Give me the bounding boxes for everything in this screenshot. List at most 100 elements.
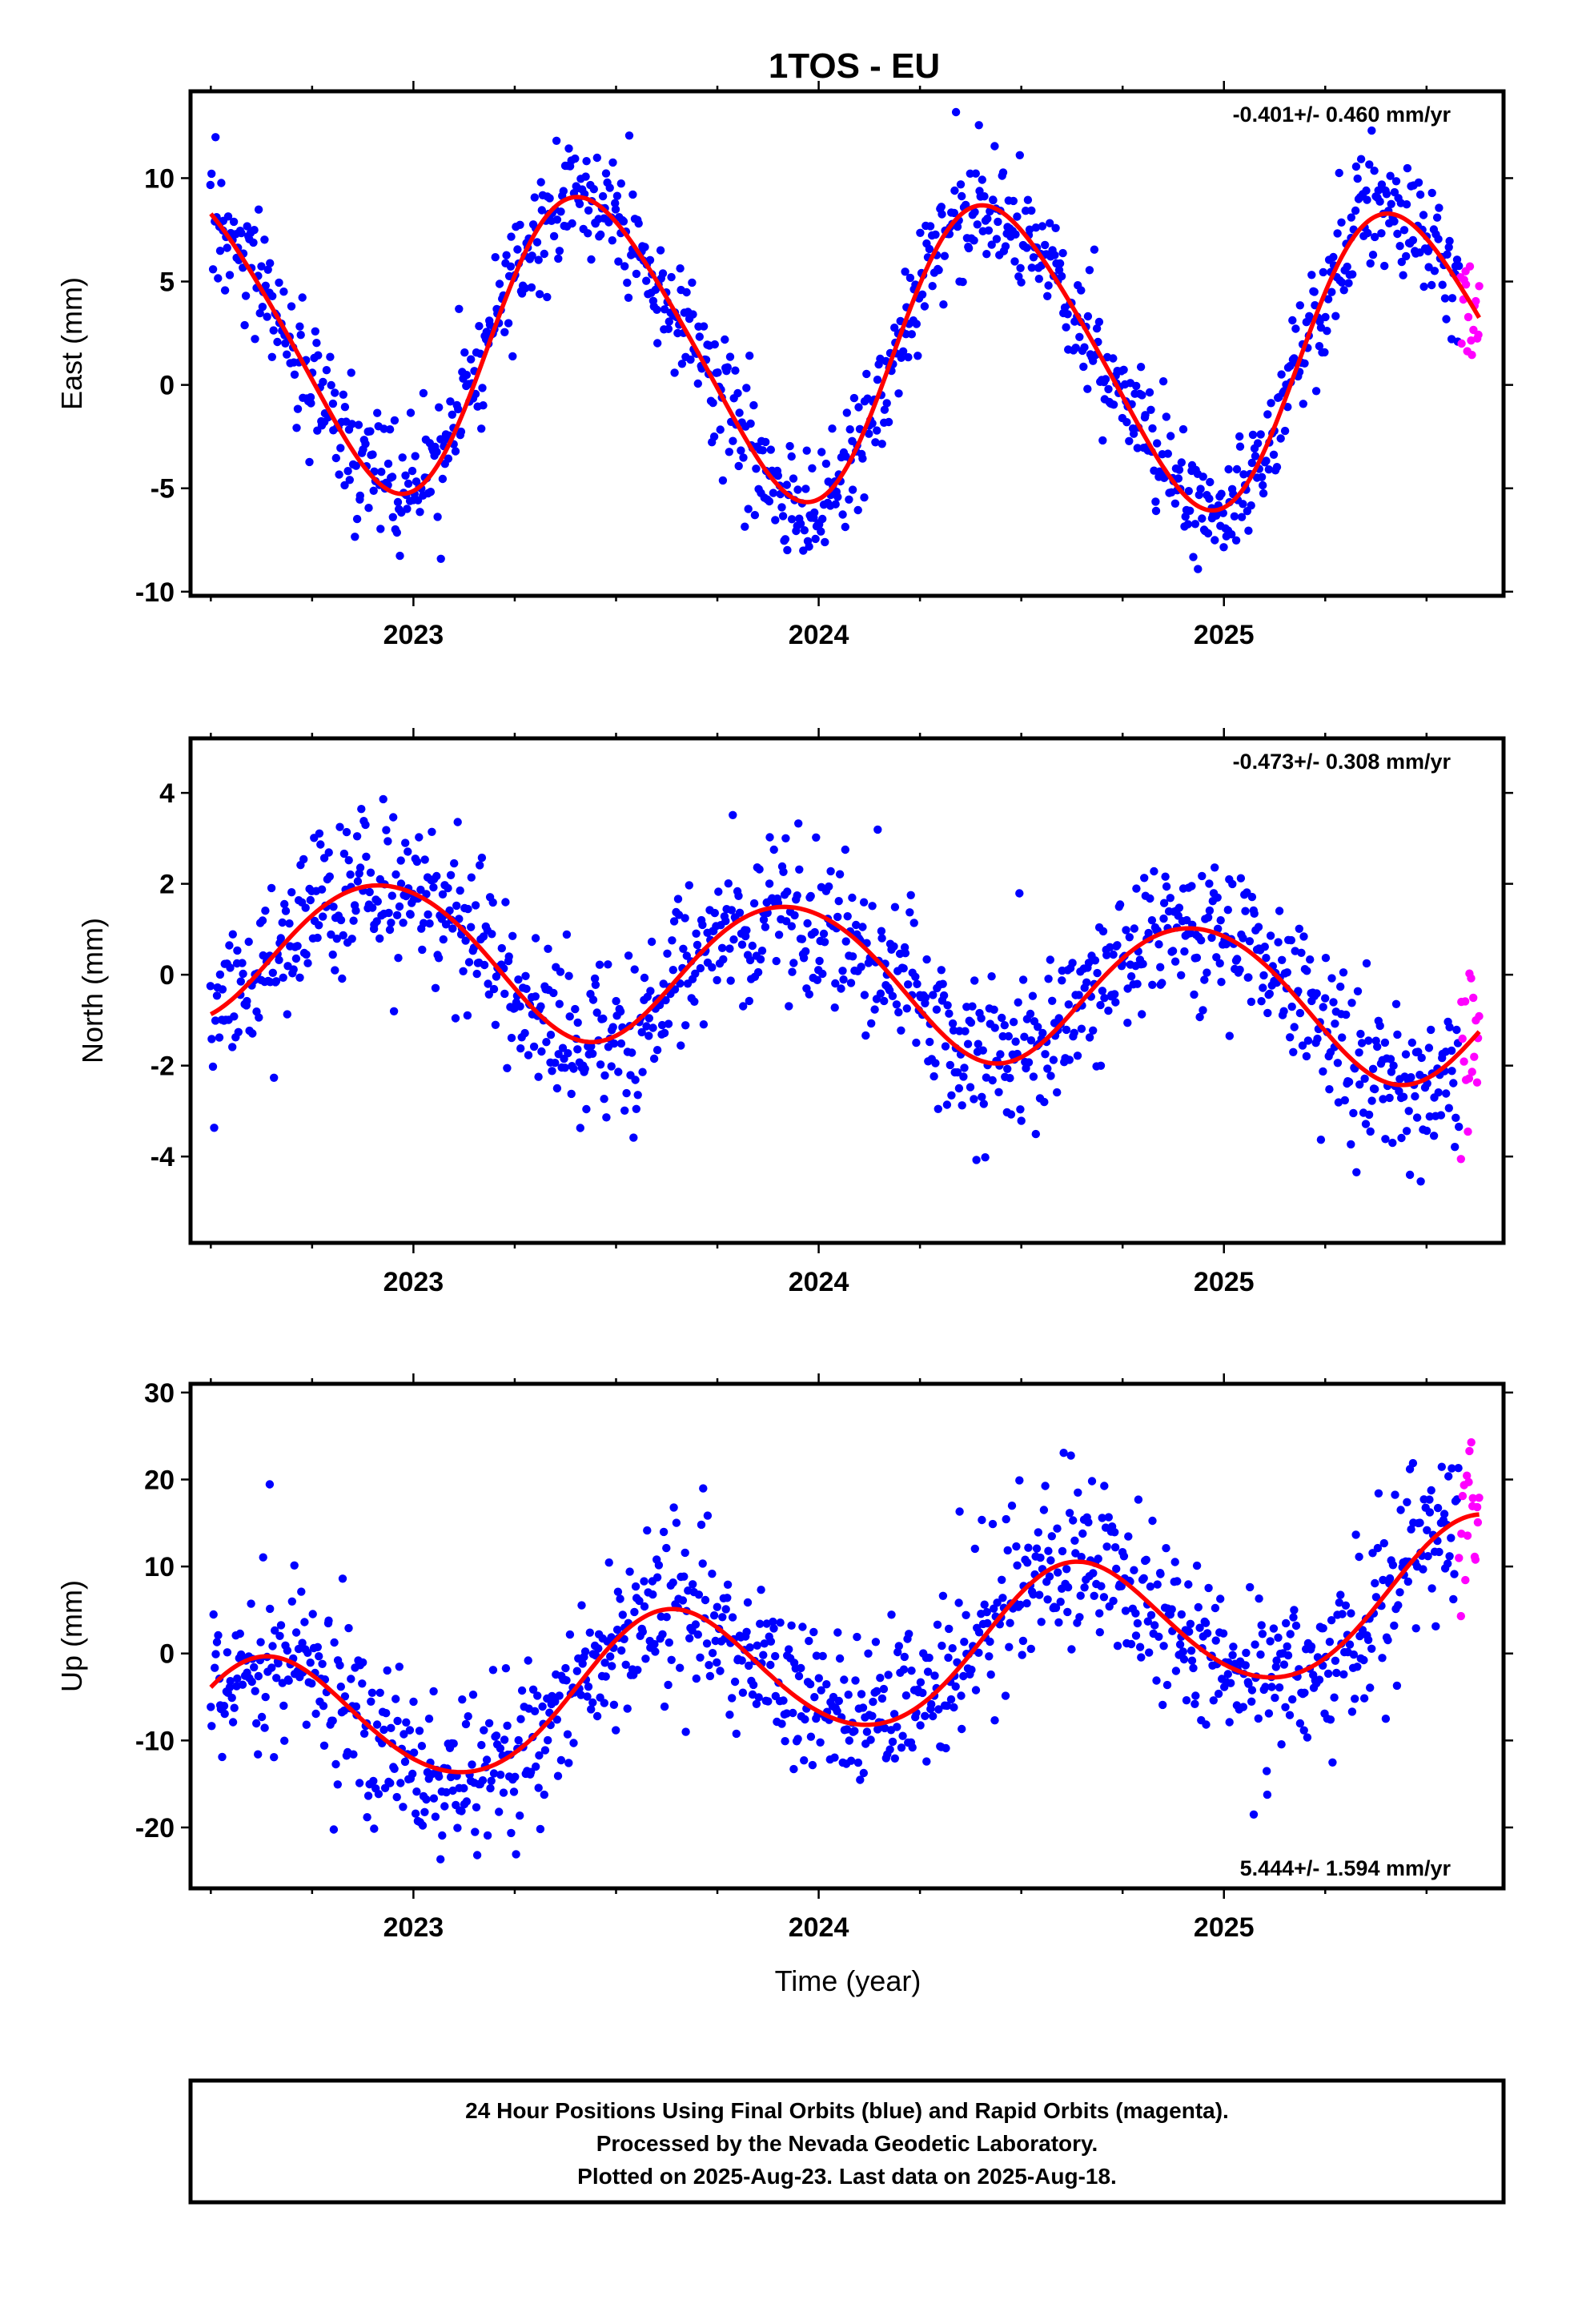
final-orbit-point xyxy=(223,212,233,221)
final-orbit-point xyxy=(326,352,335,361)
final-orbit-point xyxy=(1323,295,1333,304)
final-orbit-point xyxy=(508,931,517,941)
final-orbit-point xyxy=(705,1671,715,1681)
final-orbit-point xyxy=(552,1715,561,1724)
final-orbit-point xyxy=(1355,1080,1364,1089)
final-orbit-point xyxy=(659,979,668,988)
final-orbit-point xyxy=(1321,954,1331,963)
final-orbit-point xyxy=(1327,287,1336,296)
final-orbit-point xyxy=(1146,894,1154,903)
final-orbit-point xyxy=(313,933,322,943)
final-orbit-point xyxy=(951,107,961,117)
final-orbit-point xyxy=(887,1610,896,1619)
final-orbit-point xyxy=(1154,1632,1163,1641)
final-orbit-point xyxy=(710,908,719,918)
final-orbit-point xyxy=(848,893,857,903)
final-orbit-point xyxy=(412,857,422,866)
final-orbit-point xyxy=(765,833,774,842)
final-orbit-point xyxy=(1275,1683,1284,1692)
final-orbit-point xyxy=(235,1629,244,1638)
final-orbit-point xyxy=(1233,955,1242,963)
final-orbit-point xyxy=(357,805,366,814)
final-orbit-point xyxy=(524,1656,532,1665)
final-orbit-point xyxy=(1101,375,1110,384)
final-orbit-point xyxy=(416,885,425,895)
final-orbit-point xyxy=(821,459,831,468)
final-orbit-point xyxy=(802,446,811,455)
final-orbit-point xyxy=(821,537,829,547)
final-orbit-point xyxy=(247,1677,256,1687)
final-orbit-point xyxy=(398,453,407,462)
final-orbit-point xyxy=(1085,1033,1094,1042)
final-orbit-point xyxy=(404,479,413,489)
final-orbit-point xyxy=(354,420,363,429)
final-orbit-point xyxy=(739,1002,748,1011)
final-orbit-point xyxy=(916,1678,926,1687)
final-orbit-point xyxy=(785,441,794,451)
final-orbit-point xyxy=(644,1031,653,1040)
final-orbit-point xyxy=(873,426,881,435)
final-orbit-point xyxy=(328,399,338,408)
final-orbit-point xyxy=(368,903,377,912)
final-orbit-point xyxy=(968,1002,977,1011)
final-orbit-point xyxy=(830,1003,839,1012)
final-orbit-point xyxy=(1097,1582,1106,1590)
final-orbit-point xyxy=(1094,317,1104,327)
final-orbit-point xyxy=(678,1596,688,1605)
final-orbit-point xyxy=(631,1582,640,1591)
final-orbit-point xyxy=(484,979,492,988)
final-orbit-point xyxy=(448,410,456,419)
final-orbit-point xyxy=(817,1686,825,1695)
final-orbit-point xyxy=(1277,370,1286,379)
final-orbit-point xyxy=(658,269,668,278)
final-orbit-point xyxy=(1047,1532,1057,1541)
final-orbit-point xyxy=(831,979,840,988)
final-orbit-point xyxy=(820,938,829,947)
final-orbit-point xyxy=(307,1679,316,1688)
final-orbit-point xyxy=(1258,1630,1267,1638)
final-orbit-point xyxy=(1263,1790,1272,1799)
final-orbit-point xyxy=(1206,477,1215,487)
final-orbit-point xyxy=(1023,1558,1032,1567)
final-orbit-point xyxy=(1089,1026,1098,1035)
final-orbit-point xyxy=(1403,163,1412,173)
final-orbit-point xyxy=(1016,263,1025,272)
final-orbit-point xyxy=(1134,1495,1143,1504)
final-orbit-point xyxy=(1300,1688,1309,1697)
final-orbit-point xyxy=(530,193,539,202)
final-orbit-point xyxy=(347,420,356,428)
final-orbit-point xyxy=(234,1027,243,1037)
final-orbit-point xyxy=(869,1697,877,1707)
final-orbit-point xyxy=(1256,430,1265,439)
final-orbit-point xyxy=(460,348,469,357)
final-orbit-point xyxy=(1200,975,1209,984)
final-orbit-point xyxy=(1231,536,1241,545)
final-orbit-point xyxy=(1004,1031,1014,1041)
final-orbit-point xyxy=(1265,989,1275,999)
final-orbit-point xyxy=(1330,1693,1339,1702)
final-orbit-point xyxy=(432,448,441,456)
final-orbit-point xyxy=(753,1641,761,1650)
final-orbit-point xyxy=(1259,480,1267,490)
final-orbit-point xyxy=(889,1710,899,1719)
final-orbit-point xyxy=(916,1721,925,1730)
final-orbit-point xyxy=(1100,994,1109,1003)
final-orbit-point xyxy=(744,505,753,513)
final-orbit-point xyxy=(1278,955,1287,965)
final-orbit-point xyxy=(805,542,813,551)
final-orbit-point xyxy=(905,1630,913,1638)
final-orbit-point xyxy=(275,1631,284,1640)
final-orbit-point xyxy=(1174,903,1184,912)
final-orbit-point xyxy=(1211,863,1219,872)
final-orbit-point xyxy=(1018,1636,1028,1646)
final-orbit-point xyxy=(937,966,946,975)
final-orbit-point xyxy=(580,1064,589,1074)
final-orbit-point xyxy=(623,278,632,287)
final-orbit-point xyxy=(782,917,791,926)
final-orbit-point xyxy=(1090,956,1100,965)
final-orbit-point xyxy=(1178,424,1188,434)
final-orbit-point xyxy=(692,1674,701,1683)
final-orbit-point xyxy=(565,1630,575,1639)
rapid-orbit-point xyxy=(1469,993,1478,1003)
final-orbit-point xyxy=(300,1618,309,1626)
